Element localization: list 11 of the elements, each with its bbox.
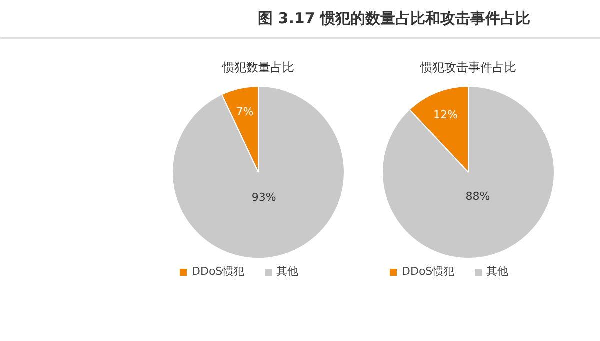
data-label: 93% [252,191,276,204]
chart-title: 惯犯攻击事件占比 [420,60,516,74]
chart-title: 惯犯数量占比 [222,60,294,74]
text: 图 3.17 惯犯的数量占比和攻击事件占比 [258,10,531,28]
legend-label: 其他 [486,264,509,279]
data-label: 88% [466,190,490,203]
data-label: 7% [236,106,254,119]
legend-label: DDoS惯犯 [192,264,245,279]
data-label: 12% [433,108,458,122]
legend-label: DDoS惯犯 [402,264,455,279]
legend-label: 其他 [276,264,299,279]
